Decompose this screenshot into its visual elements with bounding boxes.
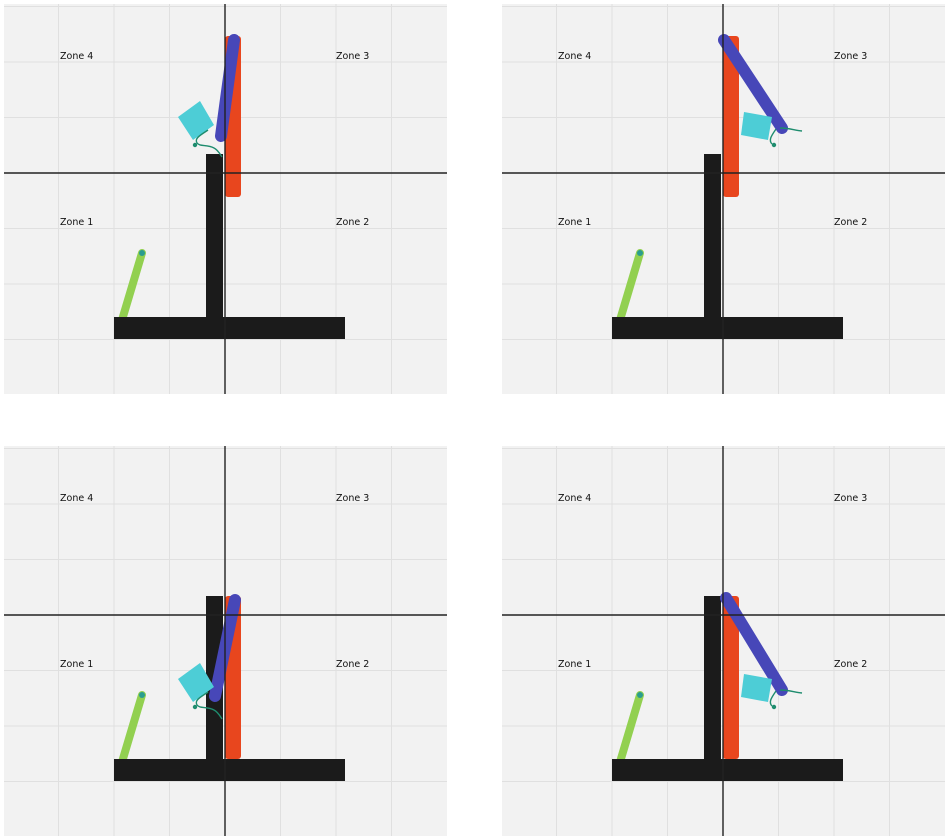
- zone-label-bottom-left: Zone 1: [558, 217, 591, 228]
- gripper-block: [178, 101, 214, 140]
- green-rod-cap: [637, 692, 643, 698]
- green-rod-cap: [637, 250, 643, 256]
- green-rod-cap: [139, 250, 145, 256]
- robot-base: [612, 759, 843, 781]
- gripper: [741, 112, 803, 148]
- workspace-diagram: Zone 4 Zone 3 Zone 1 Zone 2: [4, 446, 447, 836]
- zone-label-top-left: Zone 4: [60, 51, 93, 62]
- zone-label-bottom-left: Zone 1: [60, 217, 93, 228]
- pose-panel-3: Zone 4 Zone 3 Zone 1 Zone 2: [4, 446, 447, 836]
- gripper-block: [741, 112, 772, 140]
- zone-label-top-right: Zone 3: [336, 51, 369, 62]
- zone-label-top-left: Zone 4: [558, 51, 591, 62]
- green-rod: [616, 249, 644, 324]
- robot-base: [114, 317, 345, 339]
- zone-label-bottom-left: Zone 1: [60, 659, 93, 670]
- gripper: [741, 674, 803, 710]
- orange-link: [723, 596, 739, 759]
- robot-column: [704, 596, 721, 759]
- zone-label-top-right: Zone 3: [834, 51, 867, 62]
- workspace-diagram: Zone 4 Zone 3 Zone 1 Zone 2: [502, 4, 945, 394]
- pose-panel-2: Zone 4 Zone 3 Zone 1 Zone 2: [502, 4, 945, 394]
- zone-label-top-left: Zone 4: [558, 493, 591, 504]
- cable-end: [192, 142, 198, 148]
- cable-end: [192, 704, 198, 710]
- gripper: [178, 663, 223, 720]
- zone-label-top-right: Zone 3: [336, 493, 369, 504]
- pose-panel-4: Zone 4 Zone 3 Zone 1 Zone 2: [502, 446, 945, 836]
- zone-label-bottom-right: Zone 2: [834, 217, 867, 228]
- green-rod: [616, 691, 644, 766]
- gripper-block: [178, 663, 214, 702]
- gripper: [178, 101, 223, 158]
- workspace-diagram: Zone 4 Zone 3 Zone 1 Zone 2: [4, 4, 447, 394]
- zone-label-top-right: Zone 3: [834, 493, 867, 504]
- blue-arm: [215, 34, 240, 142]
- orange-link: [723, 36, 739, 197]
- gripper-cable: [195, 691, 223, 720]
- pose-panel-1: Zone 4 Zone 3 Zone 1 Zone 2: [4, 4, 447, 394]
- workspace-diagram: Zone 4 Zone 3 Zone 1 Zone 2: [502, 446, 945, 836]
- gripper-cable: [195, 129, 223, 158]
- gripper-cable: [769, 127, 803, 145]
- robot-column: [704, 154, 721, 317]
- cable-end: [771, 704, 777, 710]
- blue-arm: [718, 34, 788, 134]
- cable-end: [771, 142, 777, 148]
- zone-label-bottom-left: Zone 1: [558, 659, 591, 670]
- blue-arm: [720, 592, 788, 696]
- gripper-block: [741, 674, 772, 702]
- gripper-cable: [769, 689, 803, 707]
- zone-label-bottom-right: Zone 2: [336, 217, 369, 228]
- robot-base: [612, 317, 843, 339]
- green-rod-cap: [139, 692, 145, 698]
- zone-label-bottom-right: Zone 2: [336, 659, 369, 670]
- robot-base: [114, 759, 345, 781]
- zone-label-bottom-right: Zone 2: [834, 659, 867, 670]
- green-rod: [118, 249, 146, 324]
- green-rod: [118, 691, 146, 766]
- robot-column: [206, 154, 223, 317]
- zone-label-top-left: Zone 4: [60, 493, 93, 504]
